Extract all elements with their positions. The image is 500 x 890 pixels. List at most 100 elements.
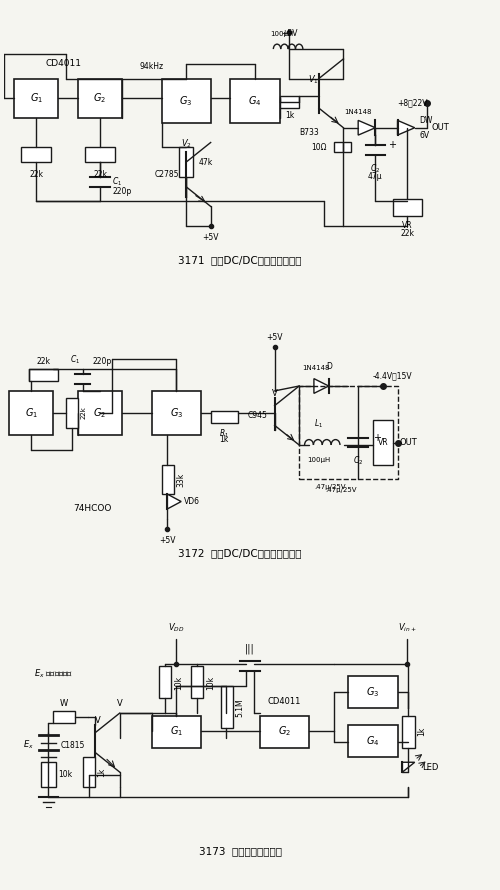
Bar [220,686,233,728]
FancyBboxPatch shape [230,78,280,123]
Text: 1k: 1k [98,767,106,777]
Text: CD4011: CD4011 [45,60,81,69]
Text: V: V [272,389,278,399]
Text: 47μ: 47μ [368,172,382,181]
Text: 1N4148: 1N4148 [344,109,372,116]
Text: $G_1$: $G_1$ [30,92,43,105]
Text: $G_2$: $G_2$ [94,92,106,105]
Text: $G_4$: $G_4$ [366,734,380,748]
Text: $C_2$: $C_2$ [370,162,380,174]
Text: C1815: C1815 [61,740,86,749]
Text: VR: VR [402,221,412,231]
Text: 74HCOO: 74HCOO [74,505,112,514]
Text: $L_1$: $L_1$ [314,417,324,430]
Text: 1k: 1k [220,435,228,444]
Text: C2785: C2785 [154,170,178,179]
FancyBboxPatch shape [348,676,398,708]
Text: C945: C945 [248,411,268,420]
Text: 1k: 1k [284,110,294,119]
Text: V: V [94,716,100,725]
Text: $V_{in+}$: $V_{in+}$ [398,622,416,635]
Bar [280,96,299,108]
Text: 47k: 47k [198,158,212,166]
Text: $E_x$ 为被检测电池: $E_x$ 为被检测电池 [34,668,72,680]
Bar [41,762,56,787]
Text: $C_2$: $C_2$ [353,455,364,467]
Polygon shape [168,494,181,509]
FancyBboxPatch shape [162,78,210,123]
Bar [83,757,95,787]
Text: 33k: 33k [176,473,185,487]
Text: 220p: 220p [112,187,132,196]
Polygon shape [402,762,414,773]
FancyBboxPatch shape [78,391,122,435]
Text: 94kHz: 94kHz [140,62,164,71]
Bar [159,667,172,699]
Text: 100μH: 100μH [307,457,330,464]
Text: 10Ω: 10Ω [310,143,326,152]
Text: VD6: VD6 [184,497,200,506]
Text: .47μ/25V: .47μ/25V [325,487,356,493]
FancyBboxPatch shape [9,391,54,435]
Polygon shape [358,120,376,135]
Text: 22k: 22k [29,169,43,179]
Text: 220p: 220p [92,357,112,367]
Text: +5V: +5V [281,29,297,38]
Text: .47μ/25V: .47μ/25V [314,484,346,490]
Text: OUT: OUT [432,123,450,133]
Text: 6V: 6V [420,131,430,140]
Text: B733: B733 [299,128,319,137]
Text: $V_2$: $V_2$ [180,137,192,150]
Text: $E_x$: $E_x$ [23,739,34,751]
Text: $R_1$: $R_1$ [219,428,229,441]
Text: 22k: 22k [400,229,414,238]
Bar [191,667,203,699]
Bar [392,199,422,216]
Text: 3173  电池电压检测电路: 3173 电池电压检测电路 [198,846,281,856]
Text: OUT: OUT [400,438,417,447]
Text: +5V: +5V [202,233,219,242]
Text: $V_1$: $V_1$ [308,74,320,86]
Text: $C_1$: $C_1$ [70,354,80,367]
Bar [210,410,238,423]
Bar [402,716,414,748]
Text: -4.4V～15V: -4.4V～15V [373,372,412,381]
Text: D: D [326,362,332,371]
Text: 1k: 1k [417,727,426,736]
Text: $G_3$: $G_3$ [180,93,192,108]
Bar [66,399,78,428]
Text: $G_4$: $G_4$ [248,93,262,108]
Text: CD4011: CD4011 [268,697,301,706]
FancyBboxPatch shape [14,78,59,117]
Text: VR: VR [378,438,388,447]
Text: +: + [373,433,381,442]
Text: 10k: 10k [174,676,183,690]
Text: 22k: 22k [36,357,51,367]
Text: $C_1$: $C_1$ [112,175,122,188]
Polygon shape [314,378,328,393]
Text: +5V: +5V [159,536,176,545]
Text: $G_2$: $G_2$ [94,406,106,420]
Text: +8～22V: +8～22V [398,99,428,108]
Text: $G_1$: $G_1$ [24,406,38,420]
Bar [334,142,351,152]
Text: 5.1M: 5.1M [236,698,244,716]
Text: 10k: 10k [58,770,72,779]
Text: 22k: 22k [93,169,107,179]
Text: 22k: 22k [80,407,86,419]
Text: 3171  可调DC/DC小功率变换器一: 3171 可调DC/DC小功率变换器一 [178,255,302,265]
Bar [54,710,76,723]
FancyBboxPatch shape [260,716,309,748]
FancyBboxPatch shape [78,78,122,117]
Text: W: W [60,700,68,708]
Text: V: V [117,700,122,708]
Text: $G_3$: $G_3$ [170,406,183,420]
Bar [178,148,194,177]
FancyBboxPatch shape [152,391,201,435]
Polygon shape [398,120,414,135]
Text: $V_{DD}$: $V_{DD}$ [168,622,184,635]
Text: $G_3$: $G_3$ [366,685,380,700]
FancyBboxPatch shape [348,725,398,757]
Text: 3172  可调DC/DC小功率变换器二: 3172 可调DC/DC小功率变换器二 [178,548,302,558]
Text: |||: ||| [245,643,255,654]
